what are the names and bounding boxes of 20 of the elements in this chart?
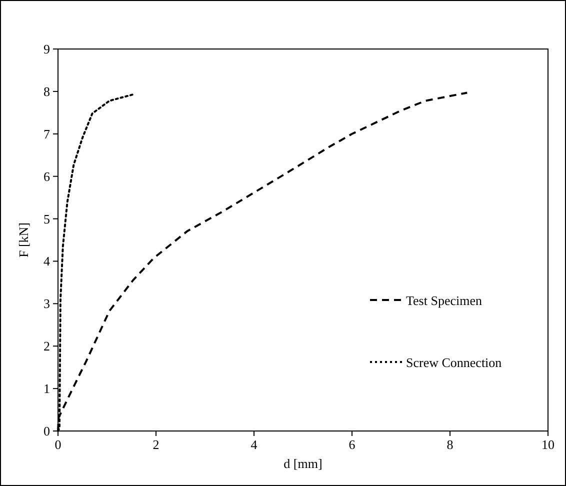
x-axis-title: d [mm]	[284, 456, 322, 471]
y-tick-label: 2	[44, 338, 50, 354]
x-tick-label: 6	[348, 437, 356, 452]
x-tick-label: 4	[250, 437, 258, 452]
y-tick-label: 1	[44, 381, 50, 396]
x-tick-label: 10	[542, 437, 554, 452]
y-tick-label: 7	[44, 126, 50, 142]
x-tick-label: 8	[446, 437, 454, 452]
y-tick-label: 5	[44, 211, 50, 226]
y-tick-label: 9	[44, 42, 50, 56]
x-tick-label: 0	[54, 437, 62, 452]
y-axis-title: F [kN]	[16, 222, 31, 258]
x-tick-label: 2	[152, 437, 160, 452]
y-tick-label: 0	[44, 424, 50, 438]
y-tick-label: 8	[44, 84, 50, 99]
legend-label: Screw Connection	[406, 355, 502, 370]
legend-label: Test Specimen	[406, 293, 482, 308]
y-tick-label: 3	[44, 296, 50, 312]
y-tick-label: 6	[44, 168, 50, 184]
y-tick-label: 4	[44, 254, 50, 269]
